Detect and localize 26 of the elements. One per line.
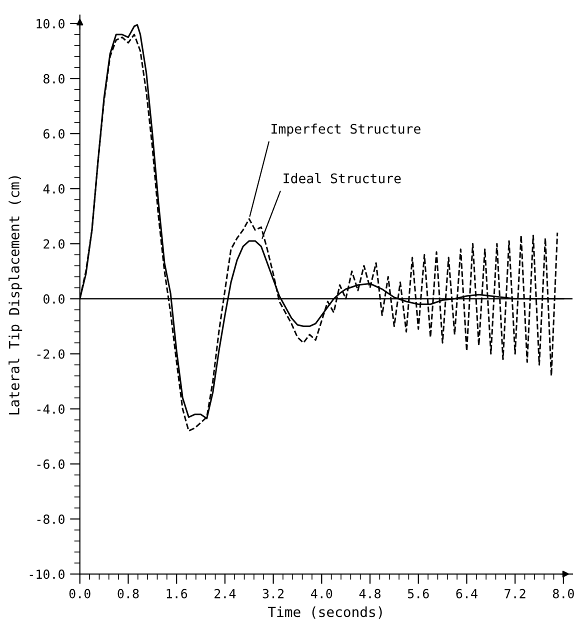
y-tick-label: 8.0 bbox=[44, 74, 64, 84]
y-tick-label: -8.0 bbox=[37, 514, 64, 524]
y-tick-label: 4.0 bbox=[43, 184, 64, 194]
x-tick-label: 7.2 bbox=[504, 588, 526, 598]
x-tick-label: 4.8 bbox=[359, 588, 380, 598]
x-tick-label: 3.2 bbox=[262, 588, 284, 598]
annotation: Imperfect Structure bbox=[272, 124, 420, 136]
x-tick-label: 0.8 bbox=[118, 588, 139, 598]
annotation: Ideal Structure bbox=[284, 173, 401, 184]
x-tick-label: 1.6 bbox=[166, 588, 188, 598]
x-axis-title: Time (seconds) bbox=[268, 606, 382, 619]
y-axis-title: Lateral Tip Displacement (cm) bbox=[8, 176, 22, 414]
y-tick-label: -4.0 bbox=[37, 404, 64, 414]
y-tick-label: 6.0 bbox=[44, 129, 64, 139]
y-tick-label: 2.0 bbox=[44, 239, 64, 249]
x-tick-label: 5.6 bbox=[408, 588, 429, 598]
y-tick-label: 0.0 bbox=[44, 294, 64, 304]
x-tick-label: 0.0 bbox=[69, 588, 90, 598]
y-tick-label: -10.0 bbox=[30, 570, 64, 579]
y-tick-label: 10.0 bbox=[36, 19, 64, 28]
y-tick-label: -6.0 bbox=[37, 459, 64, 469]
x-tick-label: 6.4 bbox=[456, 588, 478, 598]
x-tick-label: 4.0 bbox=[310, 588, 332, 598]
y-tick-label: -2.0 bbox=[37, 349, 64, 359]
x-tick-label: 2.4 bbox=[214, 588, 236, 598]
x-tick-label: 8.0 bbox=[552, 588, 574, 598]
